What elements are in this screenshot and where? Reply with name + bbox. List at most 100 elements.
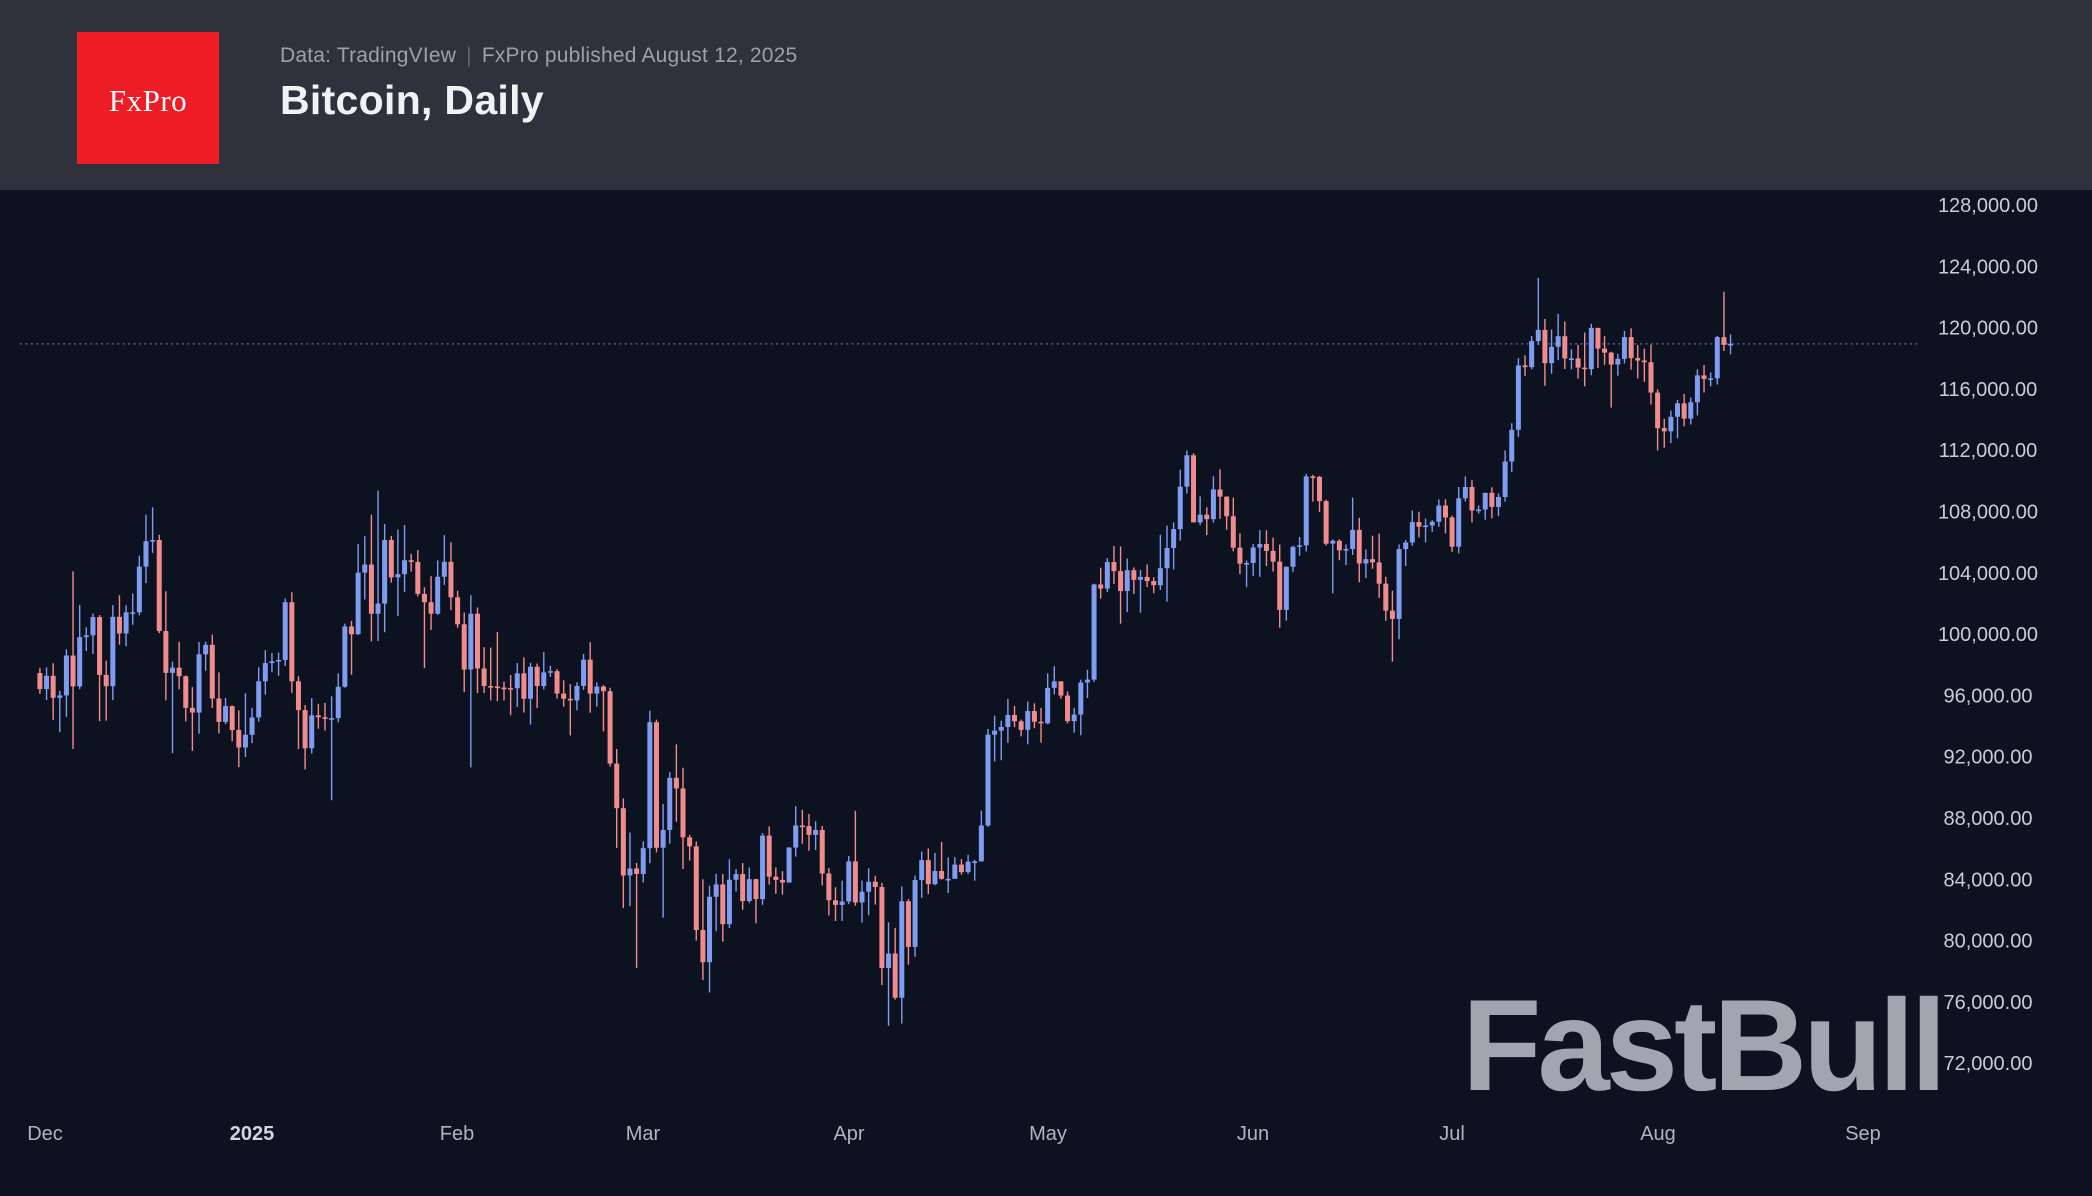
candle-body-up [1436,505,1442,522]
candle-body-up [110,616,116,687]
candle-body-down [1389,610,1395,619]
candle-body-up [196,654,202,713]
candle-body-down [773,876,779,880]
x-axis-label: Jun [1237,1123,1269,1145]
candle-body-down [1489,492,1495,507]
candle-body-up [965,861,971,873]
candle-body-down [653,722,659,848]
candle-body-up [547,671,553,673]
candle-body-up [1303,476,1309,546]
candle-body-down [229,706,235,731]
candle-body-down [852,861,858,903]
candle-body-up [952,864,958,879]
candle-body-down [1608,352,1614,365]
candle-body-down [680,788,686,838]
candle-body-down [368,564,374,614]
candle-body-down [302,710,308,749]
candle-body-up [203,644,209,655]
candle-body-down [421,593,427,603]
candle-body-down [1442,505,1448,518]
candle-body-down [488,686,494,688]
candle-body-up [1462,486,1468,499]
y-axis-label: 104,000.00 [1938,563,2038,585]
candle-body-up [441,561,447,577]
candle-body-down [673,777,679,789]
candle-body-down [833,900,838,905]
candle-body-down [1336,540,1342,551]
candle-body-down [37,673,43,690]
candle-body-up [1502,461,1508,497]
x-axis-label: Dec [27,1123,63,1145]
candle-body-down [620,808,626,876]
candle-body-up [242,734,248,748]
candle-body-up [1423,525,1429,528]
candle-body-down [720,884,726,925]
chart-source-line: Data: TradingVIew | FxPro published August… [280,44,797,68]
candle-body-up [1343,549,1349,551]
candle-body-down [554,671,560,694]
candle-body-up [1456,498,1462,547]
candle-body-down [892,953,898,998]
candle-body-up [1496,496,1501,507]
candle-body-up [945,878,951,881]
candle-body-down [799,825,805,828]
candle-body-down [97,617,103,675]
candle-body-up [912,880,918,947]
candle-body-down [481,668,487,687]
candle-body-up [1177,486,1183,530]
candle-body-down [905,901,911,947]
candle-body-down [1230,516,1236,548]
candle-body-down [1469,486,1475,511]
candle-body-up [123,612,129,634]
candle-body-up [726,879,732,925]
candle-body-up [44,675,50,690]
candle-body-down [474,613,480,669]
candle-body-up [355,572,361,635]
candle-body-down [163,631,169,673]
candle-body-down [826,873,832,901]
candle-body-up [1091,584,1097,680]
candle-body-down [1018,721,1024,730]
candle-body-up [919,860,925,881]
candle-body-up [1509,429,1515,462]
candle-body-down [1383,583,1389,611]
candle-body-down [349,626,355,635]
y-axis-label: 76,000.00 [1944,992,2033,1014]
candle-body-up [1555,336,1561,347]
candle-body-up [647,722,653,849]
candle-body-down [1356,529,1362,564]
candle-body-up [90,617,96,636]
candle-body-up [1297,545,1303,547]
y-axis-label: 92,000.00 [1944,747,2033,769]
candle-body-down [1641,360,1647,363]
x-axis-label: Aug [1640,1123,1676,1145]
candle-body-up [846,861,852,902]
candle-body-down [1263,543,1269,551]
candle-body-down [1721,337,1727,345]
candle-body-up [1025,711,1031,730]
chart-title: Bitcoin, Daily [280,77,544,123]
candle-body-down [1575,358,1581,368]
candle-body-down [50,675,56,698]
candle-body-up [223,706,229,722]
candle-body-up [256,681,262,718]
candle-body-up [1694,375,1700,403]
header: FxPro Data: TradingVIew | FxPro published … [0,0,2092,190]
candle-body-down [1370,559,1376,563]
candle-body-up [627,868,633,876]
candle-body-up [1615,358,1621,365]
candle-body-up [57,695,63,698]
candle-body-up [329,718,335,720]
data-source-label: Data: TradingVIew [280,44,457,67]
candle-body-down [587,659,593,694]
candle-body-up [594,686,600,694]
candle-body-up [1728,343,1734,346]
candle-body-down [322,717,328,719]
candle-body-down [1655,392,1661,429]
candle-body-up [866,881,872,892]
candle-body-down [779,879,785,883]
candle-body-up [1588,327,1594,370]
candle-body-up [1549,346,1555,364]
candle-body-down [567,698,573,701]
